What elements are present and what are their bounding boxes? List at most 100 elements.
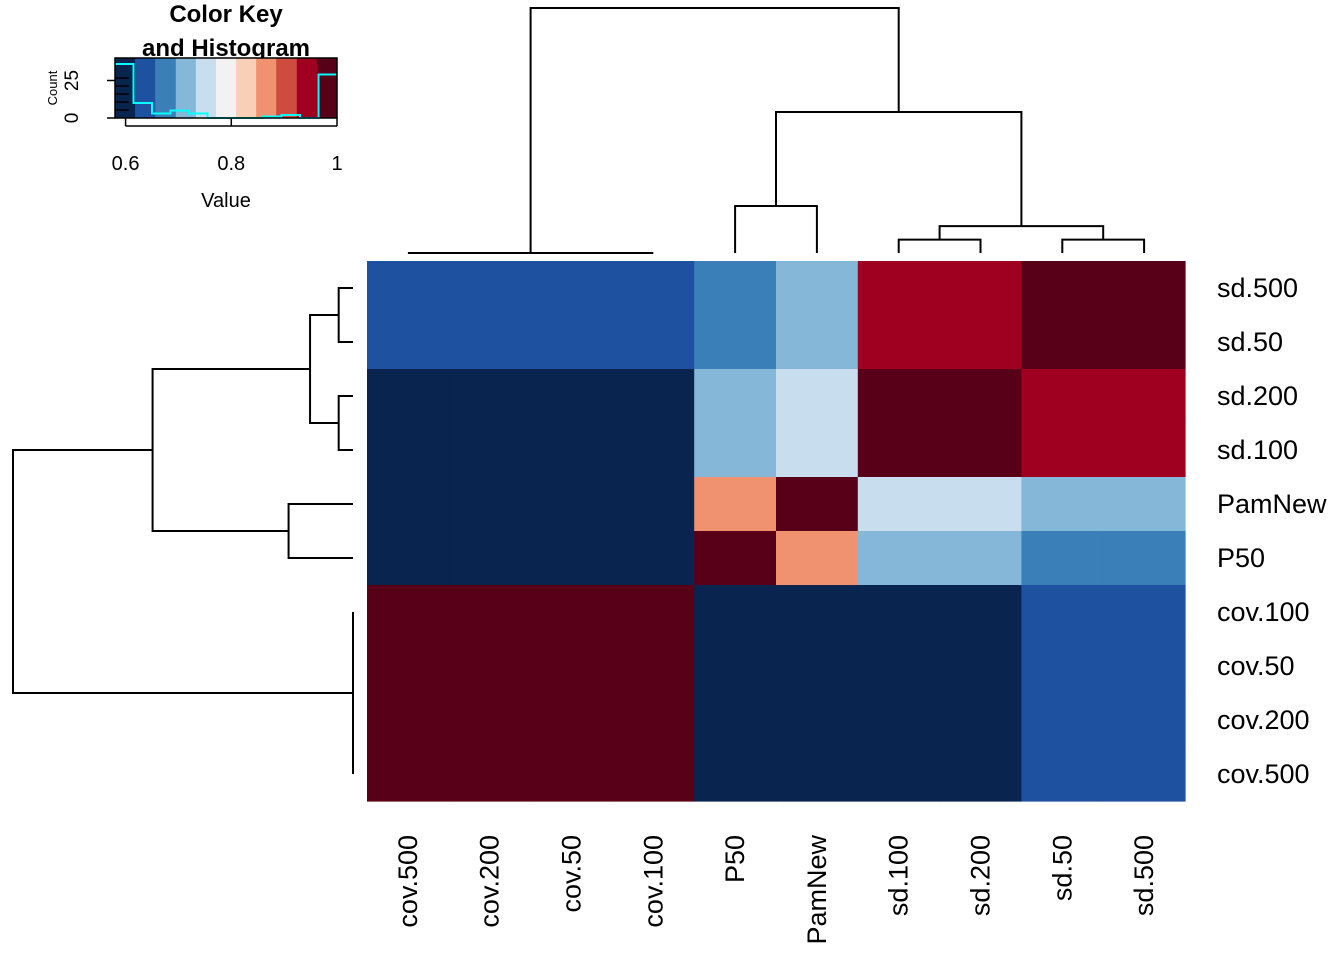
- color-key-y-tick-label: 0: [62, 113, 83, 124]
- row-label: P50: [1217, 543, 1265, 573]
- heatmap-cell: [448, 747, 532, 802]
- heatmap-cell: [939, 261, 1022, 316]
- color-key-title: Color Key: [169, 1, 283, 28]
- heatmap-cell: [776, 747, 859, 802]
- heatmap-cell: [448, 423, 532, 478]
- heatmap-cell: [1103, 531, 1186, 586]
- column-label: sd.200: [966, 835, 996, 916]
- heatmap-cell: [857, 369, 941, 424]
- heatmap-cell: [939, 315, 1022, 370]
- column-label: sd.500: [1129, 835, 1159, 916]
- heatmap-cell: [448, 477, 532, 532]
- column-labels: cov.500 cov.200 cov.50 cov.100 P50 PamNew sd.1…: [393, 835, 1159, 945]
- heatmap-cell: [857, 585, 941, 640]
- heatmap-cell: [694, 747, 777, 802]
- heatmap-cell: [1103, 315, 1186, 370]
- column-label: cov.50: [557, 835, 587, 913]
- color-key-swatch: [175, 58, 197, 118]
- heatmap-cell: [1103, 477, 1186, 532]
- color-key-swatch: [316, 58, 338, 118]
- heatmap-cell: [694, 315, 777, 370]
- heatmap-cell: [530, 747, 613, 802]
- heatmap-cell: [367, 585, 450, 640]
- heatmap-cell: [1021, 585, 1104, 640]
- heatmap-cell: [694, 693, 777, 748]
- color-key-swatch: [155, 58, 177, 118]
- column-label: P50: [720, 835, 750, 883]
- row-label: sd.100: [1217, 435, 1298, 465]
- heatmap-cell: [1021, 477, 1104, 532]
- heatmap-cell: [448, 369, 532, 424]
- heatmap-cell: [857, 531, 941, 586]
- heatmap-cell: [776, 261, 859, 316]
- heatmap-cell: [448, 531, 532, 586]
- color-key-x-label: Value: [201, 190, 251, 212]
- heatmap-cell: [776, 585, 859, 640]
- heatmap-cell: [367, 261, 450, 316]
- heatmap-cell: [939, 639, 1022, 694]
- heatmap-cell: [939, 531, 1022, 586]
- row-label: PamNew: [1217, 489, 1327, 519]
- column-label: cov.100: [638, 835, 668, 928]
- color-key-y-label: Count: [45, 70, 60, 105]
- heatmap-cell: [1103, 747, 1186, 802]
- heatmap-cell: [1021, 315, 1104, 370]
- heatmap-cell: [530, 423, 613, 478]
- heatmap-cell: [939, 585, 1022, 640]
- row-dendrogram: [12, 287, 354, 774]
- heatmap-cell: [367, 477, 450, 532]
- column-label: sd.50: [1047, 835, 1077, 901]
- color-key-frame: [114, 57, 338, 119]
- heatmap-cell: [530, 369, 613, 424]
- heatmap-cell: [1103, 585, 1186, 640]
- heatmap-cell: [776, 423, 859, 478]
- color-key-tick-labels: 0.6 0.8 1 0 25: [62, 70, 343, 175]
- column-label: cov.500: [393, 835, 423, 928]
- heatmap-cell: [694, 477, 777, 532]
- dendrogram-branch: [287, 503, 353, 559]
- dendrogram-branch: [734, 205, 818, 253]
- heatmap-cell: [1103, 369, 1186, 424]
- heatmap-cell: [367, 369, 450, 424]
- heatmap-cell: [694, 261, 777, 316]
- heatmap-cell: [857, 423, 941, 478]
- heatmap-cell: [1021, 693, 1104, 748]
- heatmap-cell: [448, 315, 532, 370]
- heatmap-cell: [612, 693, 695, 748]
- column-label: cov.200: [475, 835, 505, 928]
- heatmap-cell: [1021, 531, 1104, 586]
- row-label: cov.50: [1217, 651, 1295, 681]
- heatmap-cell: [530, 531, 613, 586]
- heatmap-cell: [612, 261, 695, 316]
- color-key-x-tick-label: 1: [331, 153, 342, 175]
- heatmap-cell: [530, 261, 613, 316]
- row-labels: sd.500 sd.50 sd.200 sd.100 PamNew P50 cov.100 c…: [1217, 273, 1327, 789]
- dendrogram-branch: [151, 368, 311, 532]
- heatmap-cell: [448, 639, 532, 694]
- heatmap-cell: [694, 369, 777, 424]
- heatmap-cell: [1021, 423, 1104, 478]
- column-label: sd.100: [884, 835, 914, 916]
- heatmap-cell: [857, 261, 941, 316]
- heatmap-cell: [367, 531, 450, 586]
- heatmap-cell: [939, 747, 1022, 802]
- heatmap-cell: [1103, 693, 1186, 748]
- heatmap-cell: [857, 477, 941, 532]
- heatmap-cell: [939, 423, 1022, 478]
- color-key-x-tick-label: 0.6: [112, 153, 140, 175]
- heatmap-cell: [612, 585, 695, 640]
- heatmap-cell: [776, 369, 859, 424]
- heatmap-cell: [612, 747, 695, 802]
- heatmap-cells: [367, 261, 1186, 802]
- heatmap-cell: [530, 315, 613, 370]
- color-key-swatch: [115, 58, 136, 118]
- heatmap-cell: [694, 531, 777, 586]
- dendrogram-branch: [529, 7, 900, 253]
- heatmap-cell: [857, 639, 941, 694]
- color-key-y-tick-label: 25: [62, 70, 83, 91]
- color-key-swatches: [115, 58, 338, 118]
- heatmap-cell: [367, 693, 450, 748]
- heatmap-cell: [530, 477, 613, 532]
